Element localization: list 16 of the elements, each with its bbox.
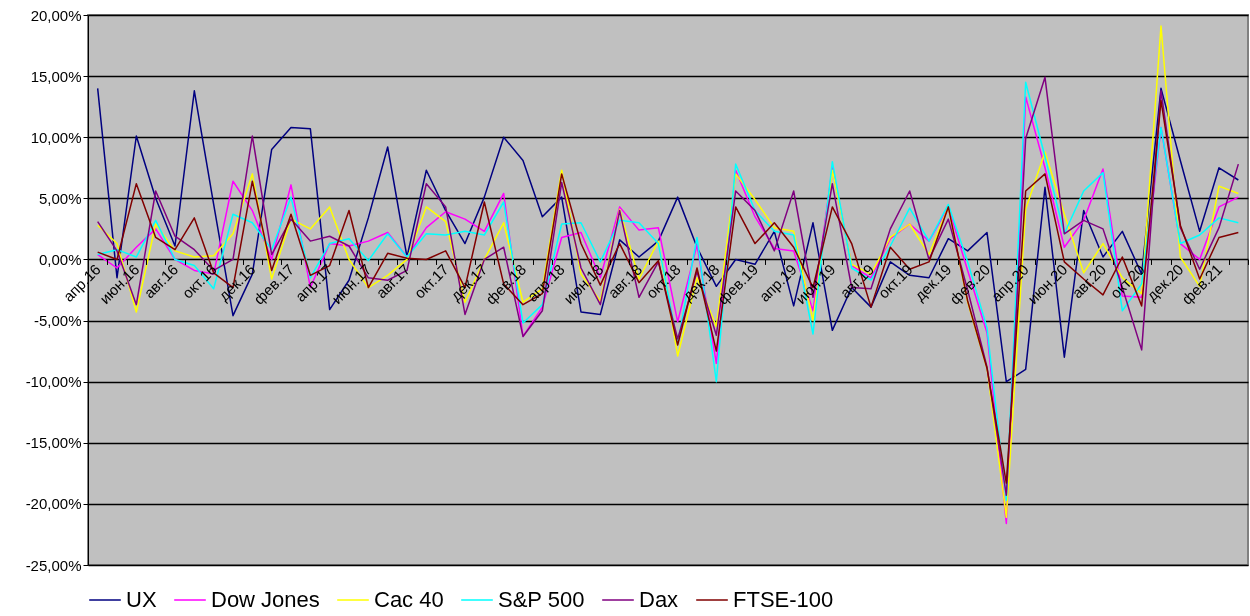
legend-label: Dax bbox=[639, 587, 679, 612]
y-tick-label: 0,00% bbox=[38, 250, 82, 268]
y-tick-label: 20,00% bbox=[30, 6, 82, 24]
legend-label: UX bbox=[126, 587, 157, 612]
legend-label: S&P 500 bbox=[498, 587, 585, 612]
y-tick-label: 15,00% bbox=[30, 67, 82, 85]
y-tick-label: -15,00% bbox=[25, 434, 82, 452]
y-tick-label: 10,00% bbox=[30, 128, 82, 146]
y-tick-label: -25,00% bbox=[25, 556, 82, 574]
y-tick-label: -20,00% bbox=[25, 495, 82, 513]
y-tick-label: -5,00% bbox=[33, 312, 82, 330]
y-tick-label: -10,00% bbox=[25, 373, 82, 391]
legend-label: FTSE-100 bbox=[733, 587, 834, 612]
y-tick-label: 5,00% bbox=[38, 189, 82, 207]
legend-label: Cac 40 bbox=[374, 587, 444, 612]
legend-label: Dow Jones bbox=[211, 587, 320, 612]
